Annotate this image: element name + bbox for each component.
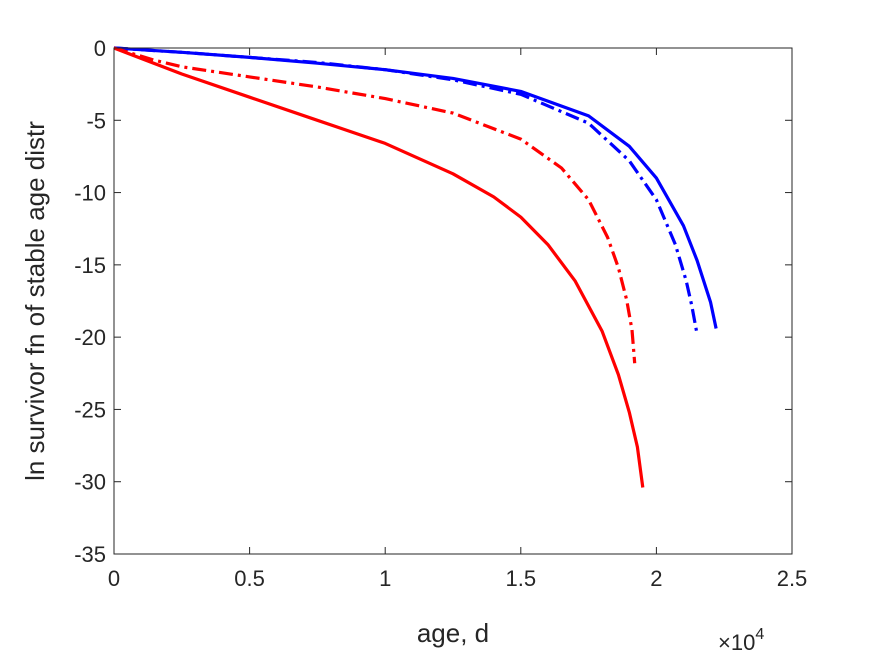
x-exponent-base: ×10 [718, 630, 755, 655]
y-tick-label: -15 [74, 253, 106, 278]
series-line-4 [113, 46, 645, 488]
x-tick-label: 0 [108, 566, 120, 591]
series-line-2 [113, 46, 699, 335]
y-tick-label: -30 [74, 470, 106, 495]
x-axis-label: age, d [417, 618, 489, 648]
y-tick-label: -25 [74, 397, 106, 422]
x-tick-label: 2.5 [777, 566, 808, 591]
plot-background [114, 48, 792, 554]
x-tick-label: 2 [650, 566, 662, 591]
y-axis-label: ln survivor fn of stable age distr [20, 121, 50, 481]
y-tick-label: -5 [86, 108, 106, 133]
x-tick-label: 0.5 [234, 566, 265, 591]
x-exponent-power: 4 [755, 626, 764, 643]
x-tick-label: 1 [379, 566, 391, 591]
series-layer [113, 46, 718, 488]
x-tick-label: 1.5 [506, 566, 537, 591]
y-tick-label: -20 [74, 325, 106, 350]
series-line-3 [113, 46, 637, 364]
y-tick-label: -35 [74, 542, 106, 567]
tick-layer: 0 0.5 1 1.5 2 2.5 0 -5 -10 -15 -20 -25 -30 -35 [74, 36, 807, 591]
plot-frame [113, 47, 793, 555]
y-tick-label: 0 [94, 36, 106, 61]
x-exponent-label: ×104 [718, 626, 764, 655]
y-tick-label: -10 [74, 181, 106, 206]
